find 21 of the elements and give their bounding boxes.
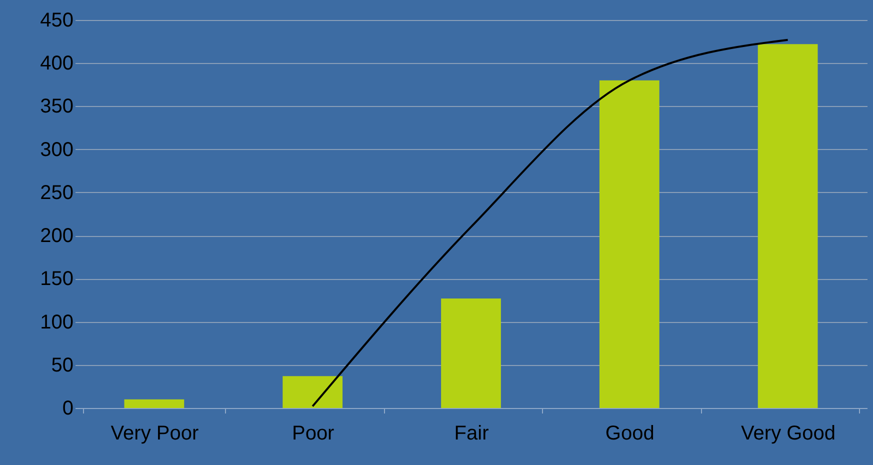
x-tick-label: Good [605,422,654,444]
y-tick-label: 200 [40,225,74,248]
y-tick-label: 0 [62,398,74,420]
y-tick-label: 250 [40,182,74,204]
y-tick-label: 350 [40,96,74,118]
y-tick-label: 100 [40,311,74,334]
bar [282,376,343,408]
bar [599,80,660,408]
bar [124,399,184,408]
x-tick-label: Very Good [741,422,836,444]
x-tick-label: Fair [454,422,490,444]
x-tick-label: Poor [292,422,335,444]
y-tick-label: 450 [40,10,74,32]
y-tick-label: 400 [40,52,74,75]
y-tick-label: 50 [51,354,74,376]
bar [441,298,501,408]
bar [758,44,818,408]
x-tick-label: Very Poor [110,422,199,444]
line-series [312,38,789,408]
y-tick-label: 300 [40,138,74,161]
y-tick-label: 150 [40,268,74,290]
